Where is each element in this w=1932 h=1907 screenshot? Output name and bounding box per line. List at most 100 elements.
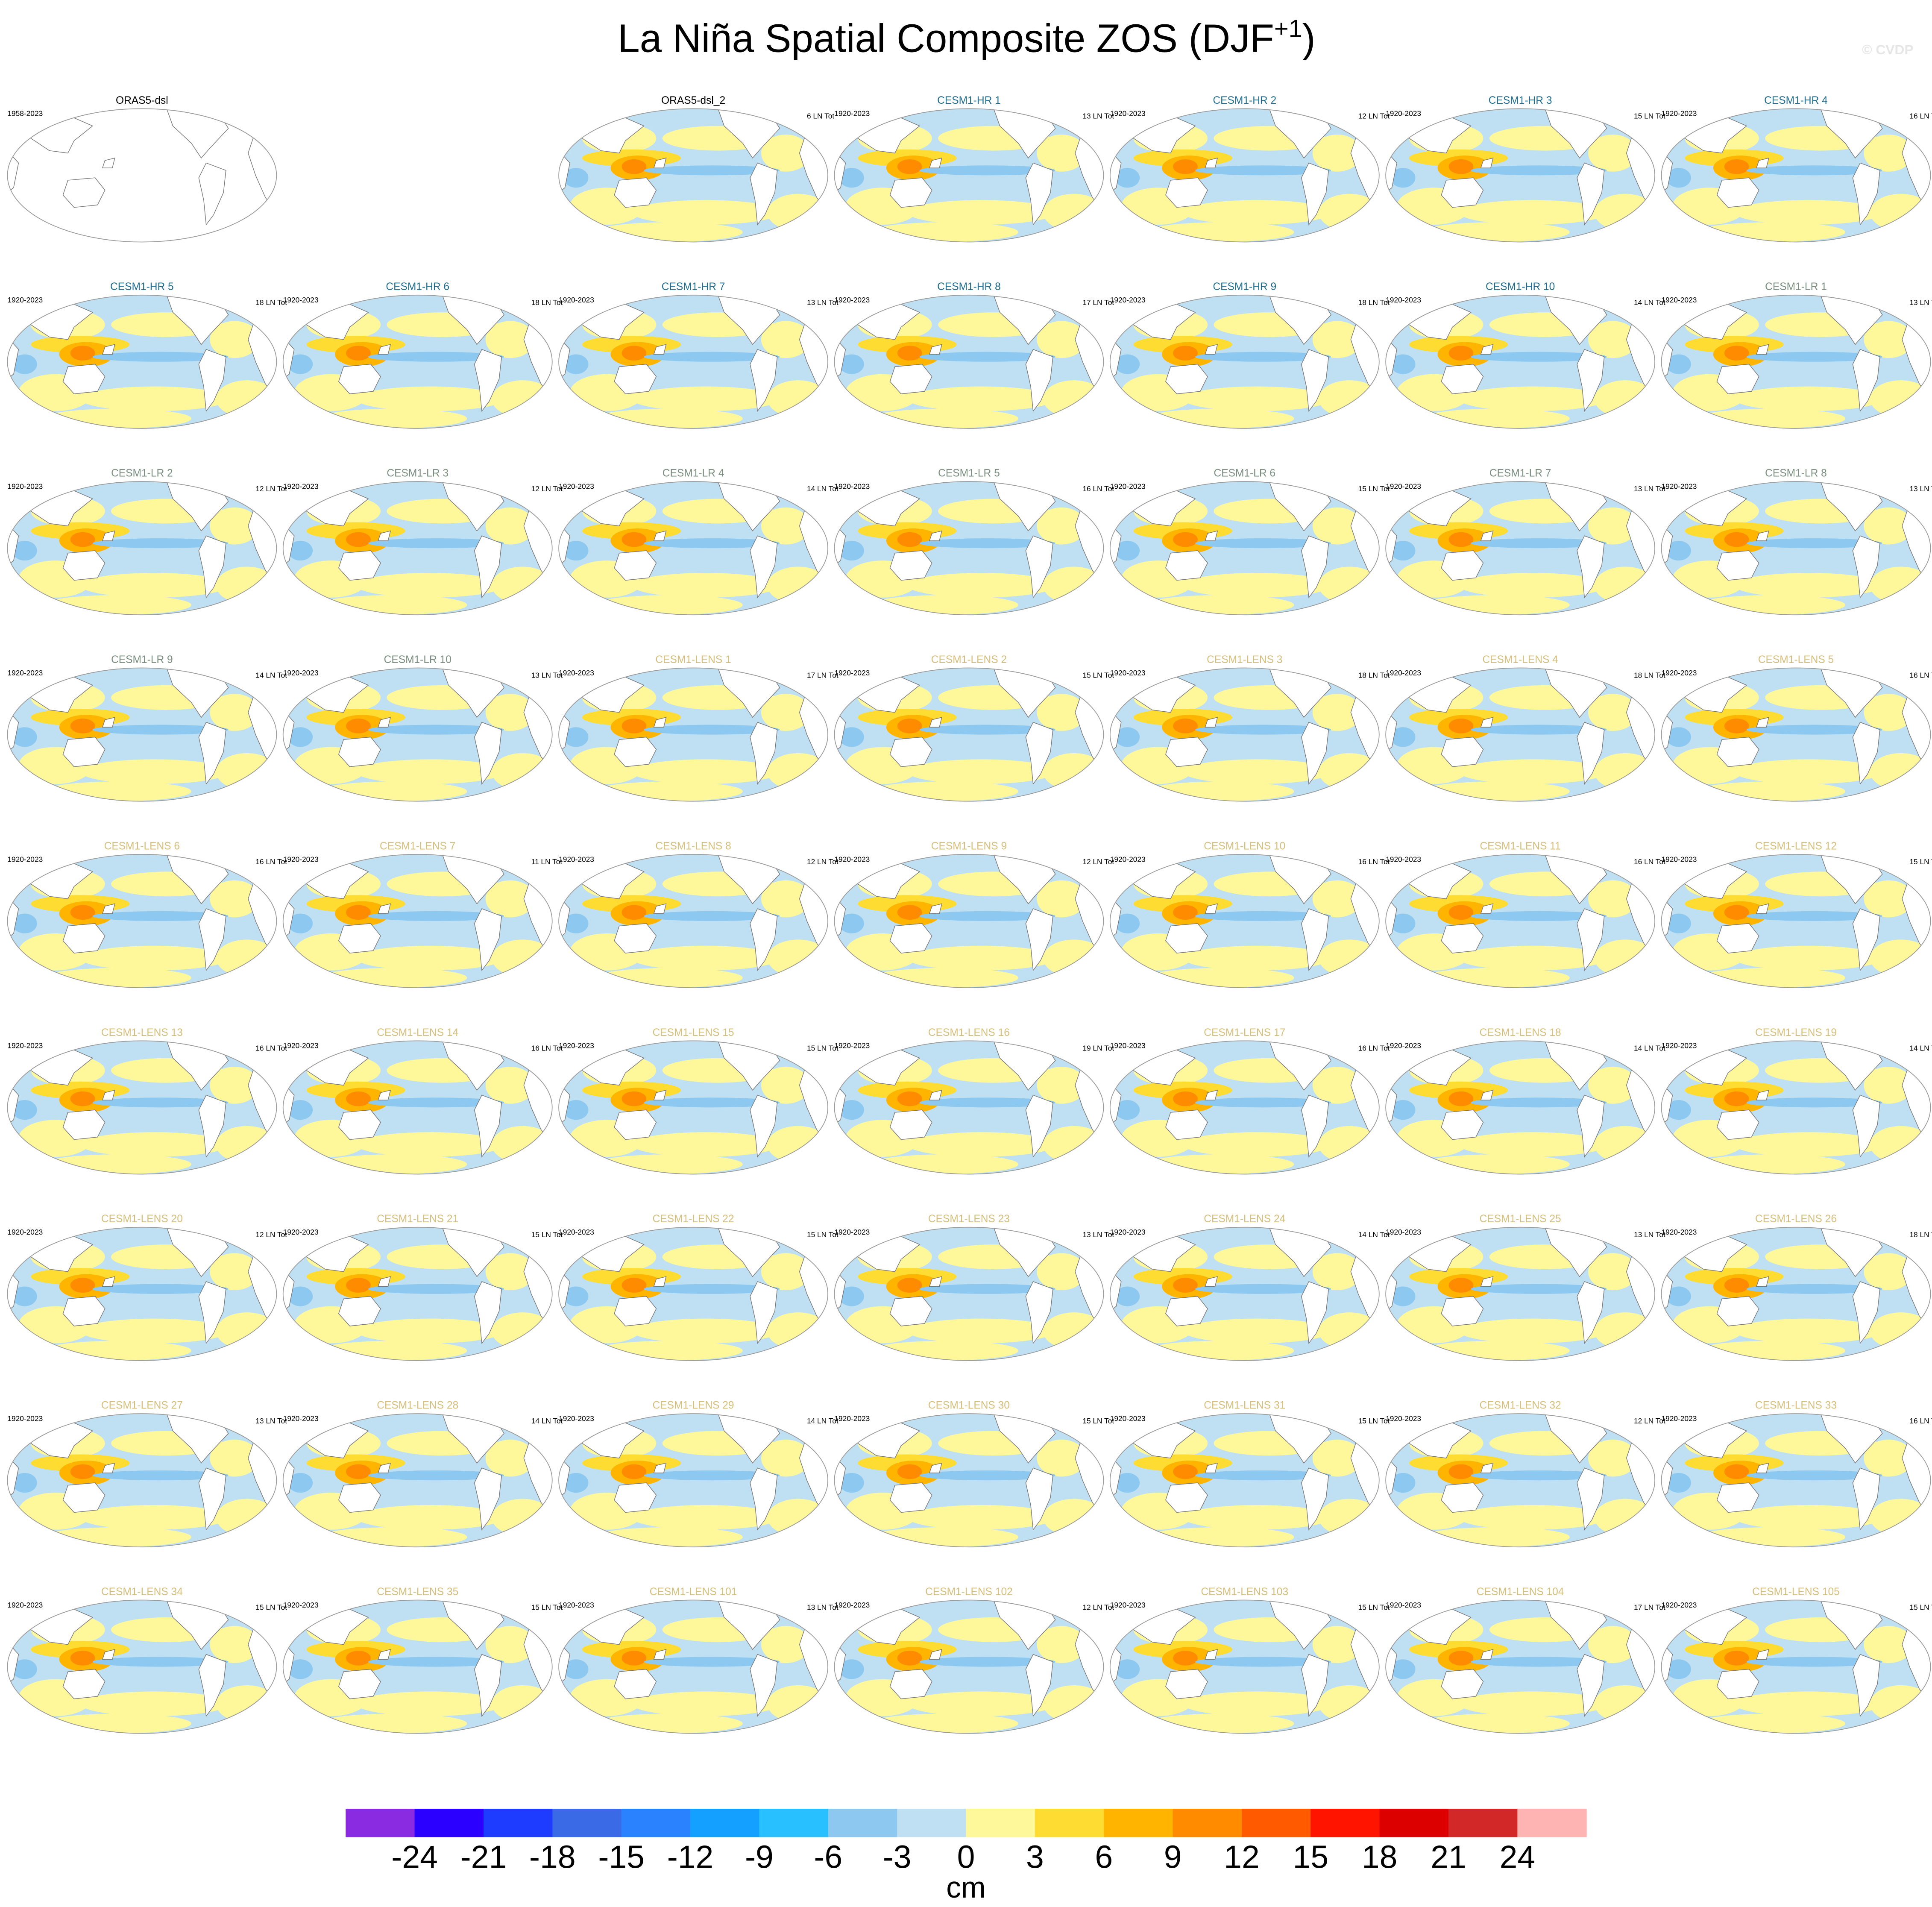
panel-title: CESM1-HR 9 <box>1213 281 1276 293</box>
panel-count: 15 LN Tot <box>807 1230 838 1239</box>
colorbar-tick-label: 3 <box>1026 1839 1044 1875</box>
map <box>282 1412 554 1548</box>
panel-title: CESM1-LENS 4 <box>1482 654 1558 666</box>
panel-title: CESM1-LR 6 <box>1214 468 1275 479</box>
colorbar-tick-label: 12 <box>1224 1839 1260 1875</box>
map <box>282 480 554 616</box>
panel-period: 1920-2023 <box>1386 1601 1421 1609</box>
map <box>833 1599 1105 1735</box>
colorbar-swatch <box>1104 1808 1173 1837</box>
panel-count: 18 LN Tot <box>255 298 287 307</box>
panel-title: CESM1-LENS 25 <box>1480 1213 1561 1225</box>
panel-title: CESM1-LENS 31 <box>1204 1400 1285 1411</box>
map <box>1384 480 1656 616</box>
panel-count: 15 LN Tot <box>531 1603 563 1612</box>
panel-count: 13 LN Tot <box>255 1417 287 1425</box>
map <box>833 294 1105 430</box>
panel-count: 12 LN Tot <box>1082 1603 1114 1612</box>
colorbar-tick-label: 18 <box>1362 1839 1398 1875</box>
colorbar-tick-label: 9 <box>1164 1839 1182 1875</box>
panel-count: 15 LN Tot <box>255 1603 287 1612</box>
panel-title: CESM1-LENS 20 <box>101 1213 183 1225</box>
panel-period: 1920-2023 <box>283 1414 319 1423</box>
panel-count: 15 LN Tot <box>1358 1417 1390 1425</box>
panel-period: 1920-2023 <box>7 1228 43 1236</box>
panel-title: CESM1-LENS 102 <box>925 1586 1013 1598</box>
panel-title: CESM1-HR 10 <box>1486 281 1555 293</box>
watermark: © CVDP <box>1862 42 1914 57</box>
title-main: La Niña Spatial Composite ZOS (DJF <box>618 16 1274 60</box>
panel-title: CESM1-LENS 9 <box>931 840 1007 852</box>
panel-period: 1920-2023 <box>1661 1228 1697 1236</box>
panel-title: CESM1-LENS 16 <box>928 1027 1010 1039</box>
map <box>1384 667 1656 803</box>
map <box>1660 853 1932 989</box>
panel-period: 1920-2023 <box>7 482 43 490</box>
panel-period: 1920-2023 <box>1110 669 1146 677</box>
panel-count: 15 LN Tot <box>1909 1603 1932 1612</box>
map <box>6 107 278 243</box>
panel-period: 1920-2023 <box>1386 1228 1421 1236</box>
colorbar-tick-label: -24 <box>391 1839 438 1875</box>
map <box>6 480 278 616</box>
panel-count: 16 LN Tot <box>531 1044 563 1052</box>
map <box>557 1226 829 1362</box>
panel-count: 14 LN Tot <box>1634 298 1665 307</box>
panel-period: 1920-2023 <box>1386 109 1421 118</box>
panel-count: 15 LN Tot <box>1082 671 1114 680</box>
panel-title: CESM1-LENS 26 <box>1755 1213 1837 1225</box>
colorbar-swatch <box>621 1808 691 1837</box>
colorbar-tick-label: -6 <box>814 1839 842 1875</box>
panel-count: 16 LN Tot <box>1909 1417 1932 1425</box>
panel-count: 12 LN Tot <box>1634 1417 1665 1425</box>
map <box>1109 1226 1381 1362</box>
panel-count: 17 LN Tot <box>807 671 838 680</box>
panel-period: 1920-2023 <box>1661 1601 1697 1609</box>
colorbar-tick-label: 0 <box>957 1839 975 1875</box>
map <box>557 107 829 243</box>
map <box>1109 853 1381 989</box>
panel-period: 1920-2023 <box>1110 296 1146 304</box>
colorbar-tick-label: -18 <box>529 1839 576 1875</box>
panel-title: CESM1-HR 7 <box>662 281 725 293</box>
panel-title: CESM1-LR 2 <box>111 468 173 479</box>
panel-period: 1920-2023 <box>1661 1414 1697 1423</box>
map <box>6 1599 278 1735</box>
colorbar-swatch <box>346 1808 415 1837</box>
colorbar-swatch <box>828 1808 898 1837</box>
map <box>282 1599 554 1735</box>
panel-title: ORAS5-dsl_2 <box>661 95 725 106</box>
map <box>6 1039 278 1175</box>
map <box>6 1226 278 1362</box>
panel-period: 1920-2023 <box>1661 669 1697 677</box>
map <box>1660 107 1932 243</box>
colorbar-tick-label: -21 <box>460 1839 507 1875</box>
panel-title: CESM1-LENS 23 <box>928 1213 1010 1225</box>
panel-period: 1920-2023 <box>559 1601 594 1609</box>
map <box>1384 1226 1656 1362</box>
panel-title: CESM1-LENS 21 <box>377 1213 458 1225</box>
colorbar-tick-label: -15 <box>598 1839 645 1875</box>
panel-count: 11 LN Tot <box>531 857 563 866</box>
panel-period: 1920-2023 <box>559 482 594 490</box>
panel-period: 1920-2023 <box>559 1042 594 1050</box>
panel-count: 16 LN Tot <box>1358 857 1390 866</box>
panel-title: CESM1-LR 9 <box>111 654 173 666</box>
panel-count: 12 LN Tot <box>531 484 563 493</box>
panel-title: CESM1-HR 5 <box>110 281 174 293</box>
panel-title: CESM1-LR 7 <box>1489 468 1551 479</box>
panel-title: CESM1-LENS 19 <box>1755 1027 1837 1039</box>
colorbar-swatch <box>414 1808 484 1837</box>
colorbar-label: cm <box>946 1871 985 1904</box>
panel-title: CESM1-LENS 12 <box>1755 840 1837 852</box>
map <box>1660 667 1932 803</box>
panel-period: 1920-2023 <box>559 669 594 677</box>
map <box>1384 294 1656 430</box>
map <box>1109 1412 1381 1548</box>
colorbar-tick-label: 21 <box>1431 1839 1466 1875</box>
colorbar-tick-label: 15 <box>1293 1839 1329 1875</box>
chart-title: La Niña Spatial Composite ZOS (DJF+1) <box>618 15 1315 61</box>
panel-count: 16 LN Tot <box>255 1044 287 1052</box>
panel-count: 15 LN Tot <box>1909 857 1932 866</box>
colorbar-swatch <box>690 1808 760 1837</box>
